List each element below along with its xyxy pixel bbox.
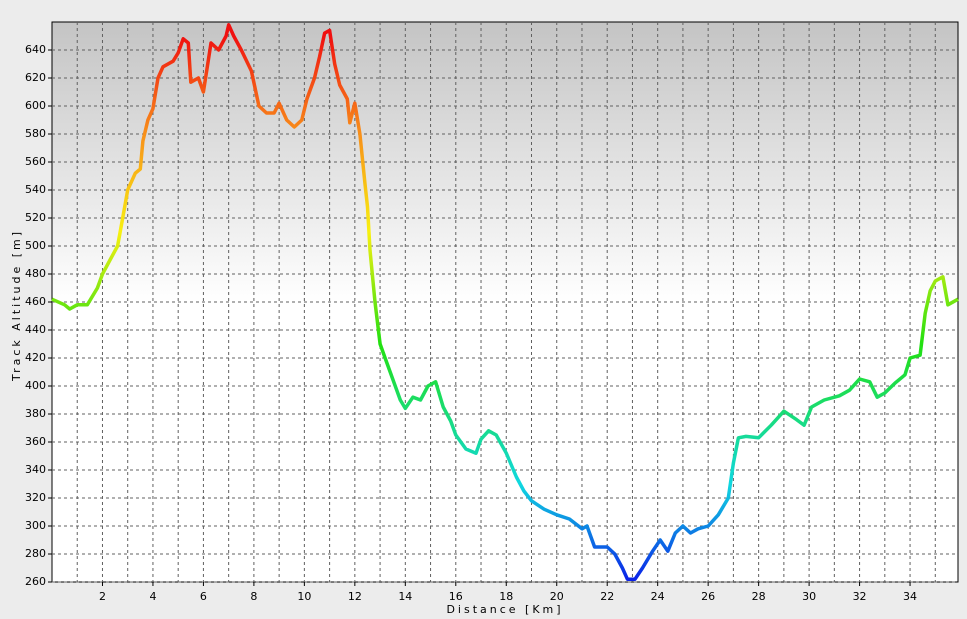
x-tick-label: 30 bbox=[802, 590, 816, 603]
y-tick-label: 320 bbox=[25, 491, 46, 504]
x-tick-label: 10 bbox=[297, 590, 311, 603]
y-tick-label: 520 bbox=[25, 211, 46, 224]
x-tick-label: 18 bbox=[499, 590, 513, 603]
y-tick-label: 400 bbox=[25, 379, 46, 392]
y-axis-label: Track Altitude [m] bbox=[10, 229, 23, 382]
x-tick-label: 34 bbox=[903, 590, 917, 603]
y-tick-label: 360 bbox=[25, 435, 46, 448]
x-tick-label: 16 bbox=[449, 590, 463, 603]
y-tick-label: 340 bbox=[25, 463, 46, 476]
x-tick-label: 20 bbox=[550, 590, 564, 603]
x-tick-label: 26 bbox=[701, 590, 715, 603]
y-tick-label: 500 bbox=[25, 239, 46, 252]
y-tick-label: 460 bbox=[25, 295, 46, 308]
y-tick-label: 280 bbox=[25, 547, 46, 560]
y-tick-label: 580 bbox=[25, 127, 46, 140]
y-tick-label: 380 bbox=[25, 407, 46, 420]
y-tick-label: 540 bbox=[25, 183, 46, 196]
y-tick-label: 480 bbox=[25, 267, 46, 280]
x-tick-label: 2 bbox=[99, 590, 106, 603]
y-tick-label: 620 bbox=[25, 71, 46, 84]
x-axis-label: Distance [Km] bbox=[446, 603, 563, 616]
y-tick-label: 300 bbox=[25, 519, 46, 532]
x-tick-label: 32 bbox=[853, 590, 867, 603]
y-tick-label: 560 bbox=[25, 155, 46, 168]
altitude-line bbox=[51, 23, 959, 581]
y-tick-label: 640 bbox=[25, 43, 46, 56]
x-tick-label: 6 bbox=[200, 590, 207, 603]
x-tick-label: 24 bbox=[651, 590, 665, 603]
x-tick-label: 22 bbox=[600, 590, 614, 603]
y-tick-label: 440 bbox=[25, 323, 46, 336]
y-tick-label: 260 bbox=[25, 575, 46, 588]
x-tick-label: 12 bbox=[348, 590, 362, 603]
x-tick-label: 14 bbox=[398, 590, 412, 603]
y-tick-label: 420 bbox=[25, 351, 46, 364]
y-tick-label: 600 bbox=[25, 99, 46, 112]
x-tick-label: 4 bbox=[149, 590, 156, 603]
x-tick-label: 8 bbox=[250, 590, 257, 603]
x-tick-label: 28 bbox=[752, 590, 766, 603]
